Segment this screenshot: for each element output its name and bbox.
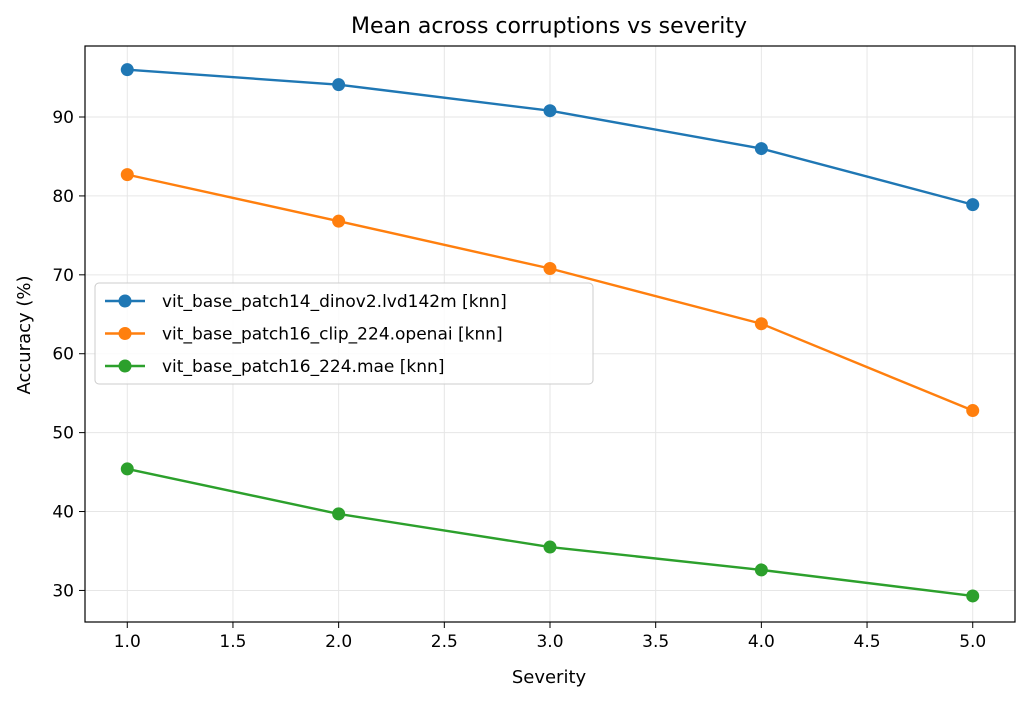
y-tick-label: 80: [52, 187, 74, 207]
x-tick-label: 2.0: [325, 632, 352, 652]
y-tick-label: 90: [52, 108, 74, 128]
x-tick-label: 4.0: [748, 632, 775, 652]
legend-marker: [118, 294, 132, 308]
legend-entry: vit_base_patch14_dinov2.lvd142m [knn]: [105, 292, 507, 312]
y-tick-label: 70: [52, 266, 74, 286]
data-point: [120, 168, 134, 182]
data-point: [543, 262, 557, 276]
data-point: [966, 404, 980, 418]
data-point: [754, 563, 768, 577]
x-tick-label: 3.0: [536, 632, 563, 652]
series-2: [120, 462, 980, 603]
data-point: [966, 198, 980, 212]
legend-entry: vit_base_patch16_clip_224.openai [knn]: [105, 325, 503, 345]
x-axis-label: Severity: [512, 667, 587, 688]
data-point: [120, 63, 134, 77]
x-tick-label: 3.5: [642, 632, 669, 652]
data-point: [332, 214, 346, 228]
legend-label: vit_base_patch16_224.mae [knn]: [162, 357, 444, 377]
legend-label: vit_base_patch14_dinov2.lvd142m [knn]: [162, 292, 507, 312]
legend-box: [94, 282, 594, 385]
data-point: [332, 78, 346, 92]
data-point: [332, 507, 346, 521]
data-point: [120, 462, 134, 476]
data-point: [966, 589, 980, 603]
data-point: [754, 317, 768, 331]
y-tick-label: 50: [52, 424, 74, 444]
legend-marker: [118, 327, 132, 340]
legend-marker: [118, 359, 132, 373]
series-0: [120, 63, 980, 212]
x-tick-label: 1.0: [114, 632, 141, 652]
data-point: [543, 104, 557, 118]
legend-label: vit_base_patch16_clip_224.openai [knn]: [162, 325, 503, 345]
chart-title: Mean across corruptions vs severity: [351, 14, 747, 39]
y-axis-label: Accuracy (%): [14, 275, 35, 394]
y-tick-label: 40: [52, 503, 74, 523]
x-tick-label: 2.5: [431, 632, 458, 652]
data-point: [543, 540, 557, 554]
x-tick-label: 1.5: [219, 632, 246, 652]
series-1: [120, 168, 980, 418]
y-tick-label: 60: [52, 345, 74, 365]
legend-entry: vit_base_patch16_224.mae [knn]: [105, 357, 444, 377]
x-tick-label: 4.5: [854, 632, 881, 652]
data-point: [754, 142, 768, 156]
x-tick-label: 5.0: [959, 632, 986, 652]
y-tick-label: 30: [52, 581, 74, 601]
